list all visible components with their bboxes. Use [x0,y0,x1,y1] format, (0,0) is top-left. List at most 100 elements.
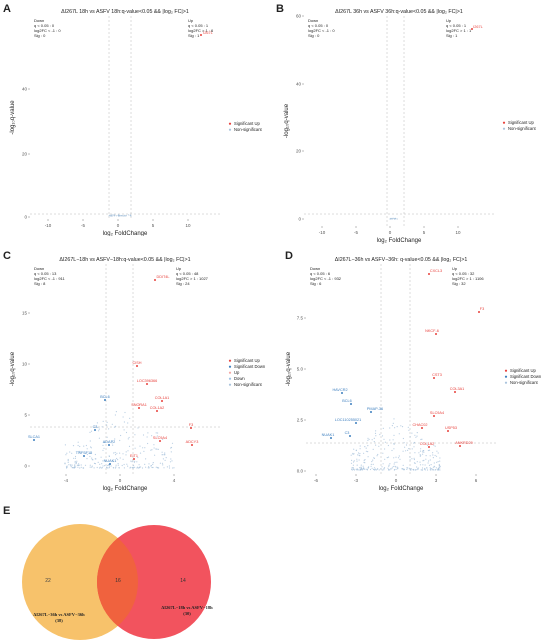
x-tick-label: -6 [314,478,318,483]
down-stats-text: Sig : 6 [310,281,322,286]
point-non-significant [161,454,163,456]
point-non-significant [388,469,390,471]
point-non-significant [377,468,379,470]
point-non-significant [134,460,136,462]
point-non-significant [409,456,411,458]
point-non-significant [106,466,108,468]
point-non-significant [396,218,398,220]
point-non-significant [131,461,133,463]
point-non-significant [110,465,112,467]
point-non-significant [155,448,157,450]
point-non-significant [391,467,393,469]
point-non-significant [383,467,385,470]
volcano-plot-c: ΔI267L−18h vs ASFV−18h:q-value<0.05 && |… [10,257,266,492]
point-non-significant [125,214,127,217]
up-stats-text: Sig : 24 [176,281,190,286]
point-non-significant [439,467,441,469]
point-non-significant [357,454,359,456]
point-non-significant [120,215,122,217]
point-non-significant [94,458,96,460]
point-non-significant [434,445,436,447]
point-non-significant [79,445,81,448]
point-non-significant [434,466,436,468]
point-non-significant [155,432,157,434]
point-non-significant [371,439,373,441]
point-non-significant [153,444,155,446]
point-non-significant [91,457,93,459]
venn-right-count: 14 [180,578,186,584]
plot-title: ΔI267L 36h vs ASFV 36h:q-value<0.05 && |… [335,9,463,15]
up-stats-text: Sig : 1 [446,33,458,38]
point-non-significant [115,215,117,217]
point-non-significant [419,450,422,452]
point-non-significant [82,467,84,469]
point-non-significant [169,461,172,463]
point-non-significant [353,460,355,462]
point-non-significant [363,461,365,463]
point-non-significant [352,464,354,466]
point-non-significant [64,444,66,446]
point-non-significant [383,469,385,471]
point-non-significant [395,468,397,470]
point-significant [109,463,111,465]
x-tick-label: -10 [319,230,326,235]
point-non-significant [356,464,358,466]
point-non-significant [357,469,359,471]
point-significant [190,427,192,429]
point-non-significant [164,452,166,454]
point-non-significant [375,444,377,446]
point-non-significant [432,452,434,454]
point-non-significant [103,447,105,449]
point-non-significant [372,463,374,465]
point-non-significant [355,449,357,452]
point-non-significant [106,424,108,426]
point-non-significant [404,446,406,448]
point-non-significant [359,467,361,469]
point-non-significant [89,464,91,466]
point-non-significant [395,456,397,458]
point-non-significant [387,444,389,447]
point-non-significant [429,455,431,457]
point-non-significant [99,467,101,469]
y-tick-label: 2.5 [297,418,304,423]
point-non-significant [128,436,130,439]
point-non-significant [394,217,396,219]
point-gene-label: CISH [132,361,141,365]
point-non-significant [162,458,164,460]
point-non-significant [69,451,71,453]
point-non-significant [408,467,411,469]
point-non-significant [162,464,164,466]
point-non-significant [74,464,76,466]
down-stats-text: q < 0.05 : 0 [308,23,329,28]
point-non-significant [90,446,92,448]
point-non-significant [352,467,354,469]
legend-marker [228,122,232,125]
point-non-significant [435,467,437,469]
point-significant [146,383,148,385]
point-non-significant [156,448,158,450]
point-non-significant [96,422,98,424]
point-non-significant [422,453,424,455]
panel-d-letter: D [285,250,293,262]
point-non-significant [134,466,136,468]
point-gene-label: TNFSF15 [76,451,92,455]
point-non-significant [420,469,422,471]
point-significant [433,415,435,417]
point-significant [459,445,461,447]
point-non-significant [150,465,152,467]
point-non-significant [67,460,69,462]
point-non-significant [68,464,70,466]
up-stats-text: q < 0.05 : 48 [176,271,199,276]
point-non-significant [89,466,91,468]
point-non-significant [426,469,429,471]
point-non-significant [351,469,353,471]
point-non-significant [127,422,129,424]
point-non-significant [406,468,408,470]
point-non-significant [85,444,87,447]
point-non-significant [353,469,355,471]
point-non-significant [151,435,153,437]
point-non-significant [439,457,441,459]
point-non-significant [370,465,372,467]
y-tick-label: 20 [22,152,28,157]
point-gene-label: BCL6 [342,399,352,403]
